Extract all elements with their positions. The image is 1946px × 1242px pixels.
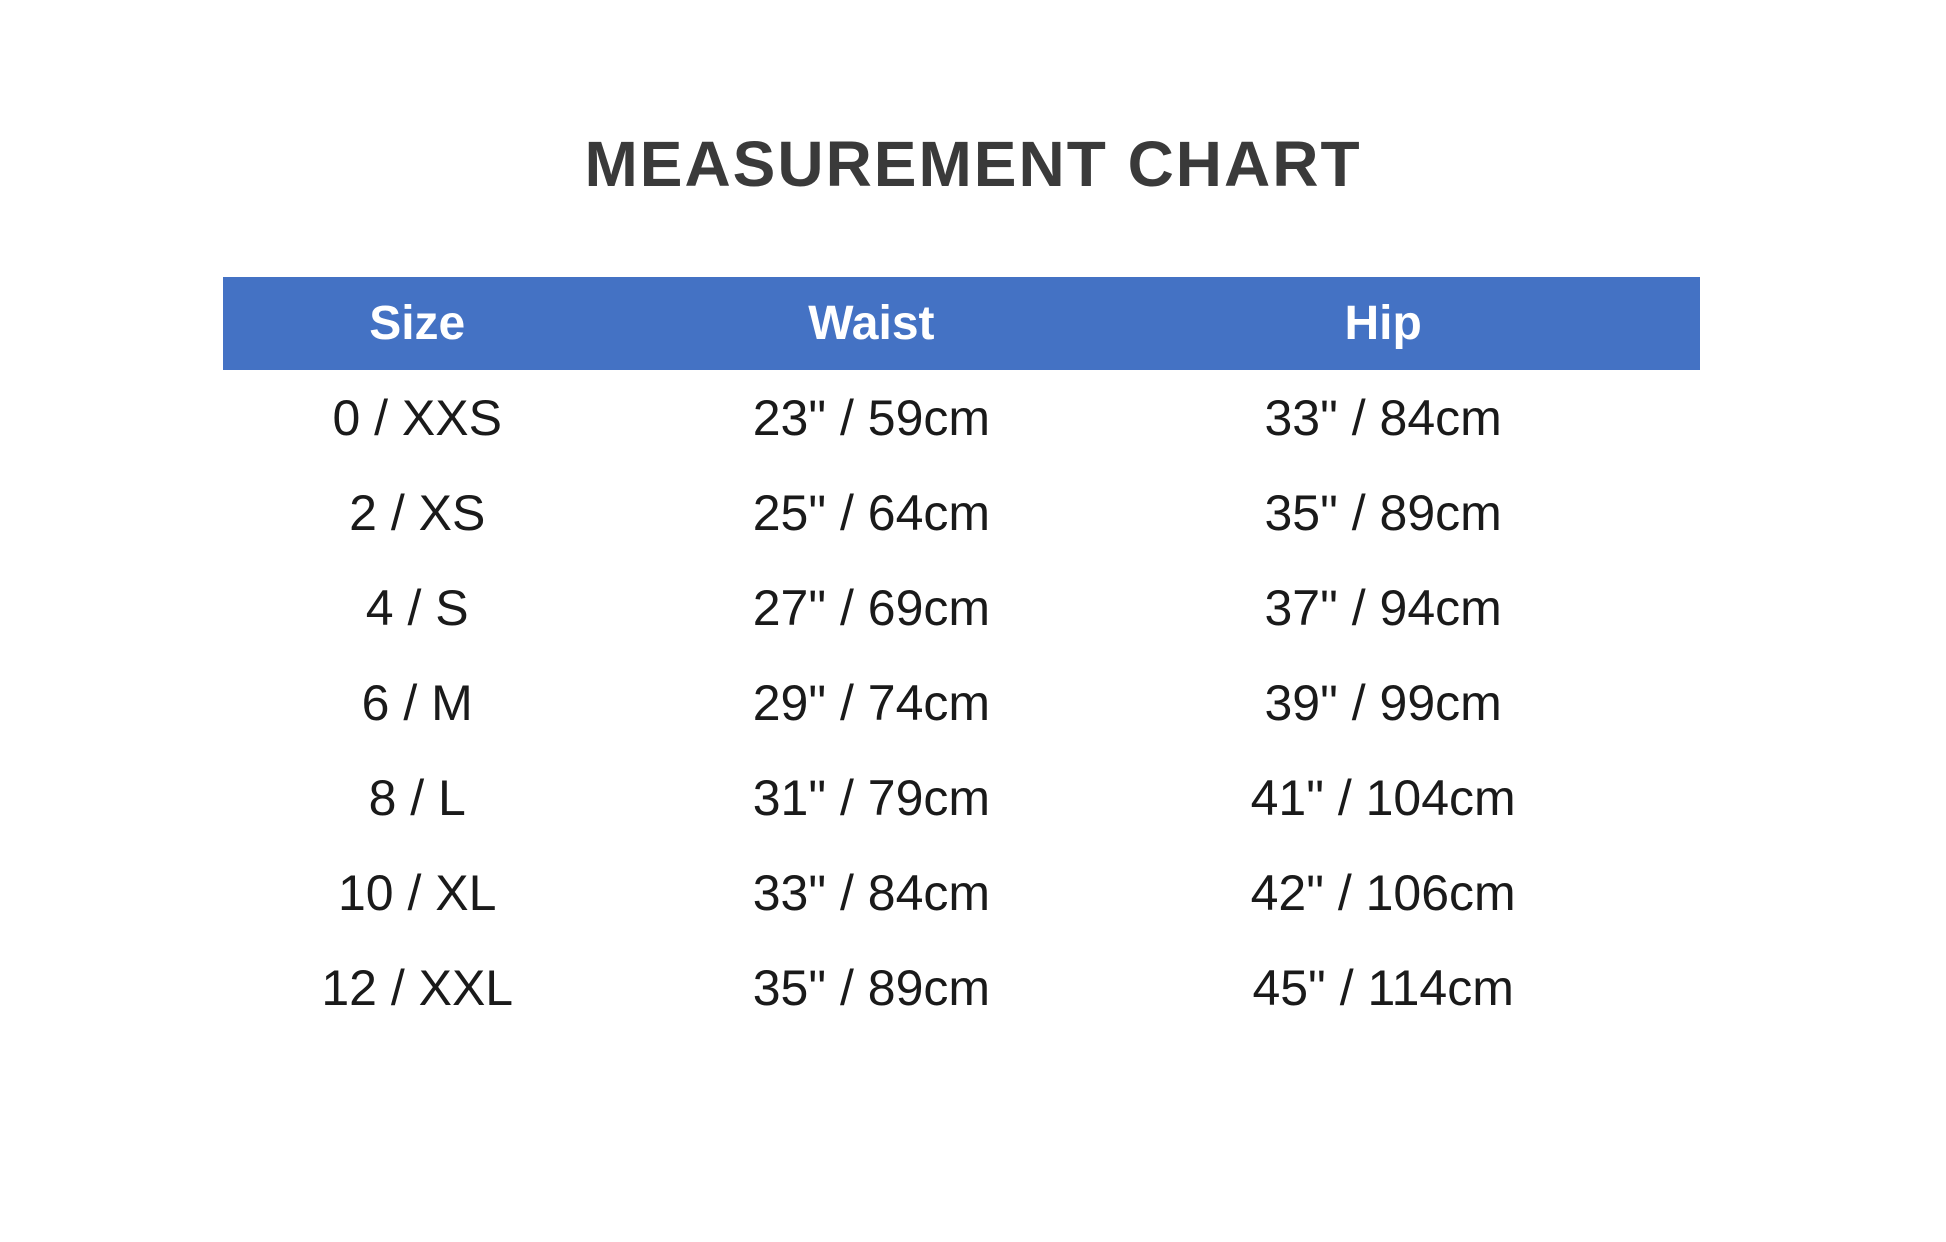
table-row: 4 / S 27" / 69cm 37" / 94cm [223, 560, 1700, 655]
cell-size: 4 / S [365, 579, 469, 636]
measurement-table: Size Waist Hip 0 / XXS 23" / 59cm 33" / … [223, 277, 1700, 1035]
table-row: 8 / L 31" / 79cm 41" / 104cm [223, 750, 1700, 845]
cell-hip: 39" / 99cm [1264, 674, 1502, 731]
cell-size: 10 / XL [337, 864, 497, 921]
table-row: 0 / XXS 23" / 59cm 33" / 84cm [223, 370, 1700, 465]
table-row: 10 / XL 33" / 84cm 42" / 106cm [223, 845, 1700, 940]
cell-size: 6 / M [361, 674, 473, 731]
cell-hip: 45" / 114cm [1252, 959, 1514, 1016]
cell-waist: 25" / 64cm [752, 484, 991, 541]
cell-size: 0 / XXS [332, 389, 502, 446]
cell-size: 12 / XXL [321, 959, 514, 1016]
cell-hip: 35" / 89cm [1264, 484, 1502, 541]
cell-hip: 33" / 84cm [1264, 389, 1502, 446]
cell-waist: 23" / 59cm [752, 389, 991, 446]
cell-size: 2 / XS [349, 484, 486, 541]
page-title: MEASUREMENT CHART [584, 128, 1362, 200]
table-row: 12 / XXL 35" / 89cm 45" / 114cm [223, 940, 1700, 1035]
cell-hip: 37" / 94cm [1264, 579, 1502, 636]
table-header-row: Size Waist Hip [223, 277, 1700, 370]
table-row: 2 / XS 25" / 64cm 35" / 89cm [223, 465, 1700, 560]
column-header-size: Size [369, 297, 466, 350]
cell-hip: 41" / 104cm [1250, 769, 1516, 826]
column-header-waist: Waist [808, 297, 935, 350]
table-row: 6 / M 29" / 74cm 39" / 99cm [223, 655, 1700, 750]
cell-size: 8 / L [368, 769, 466, 826]
cell-waist: 35" / 89cm [752, 959, 991, 1016]
cell-waist: 29" / 74cm [752, 674, 991, 731]
cell-waist: 31" / 79cm [752, 769, 991, 826]
cell-waist: 33" / 84cm [752, 864, 991, 921]
cell-hip: 42" / 106cm [1250, 864, 1516, 921]
cell-waist: 27" / 69cm [752, 579, 991, 636]
column-header-hip: Hip [1344, 297, 1422, 350]
